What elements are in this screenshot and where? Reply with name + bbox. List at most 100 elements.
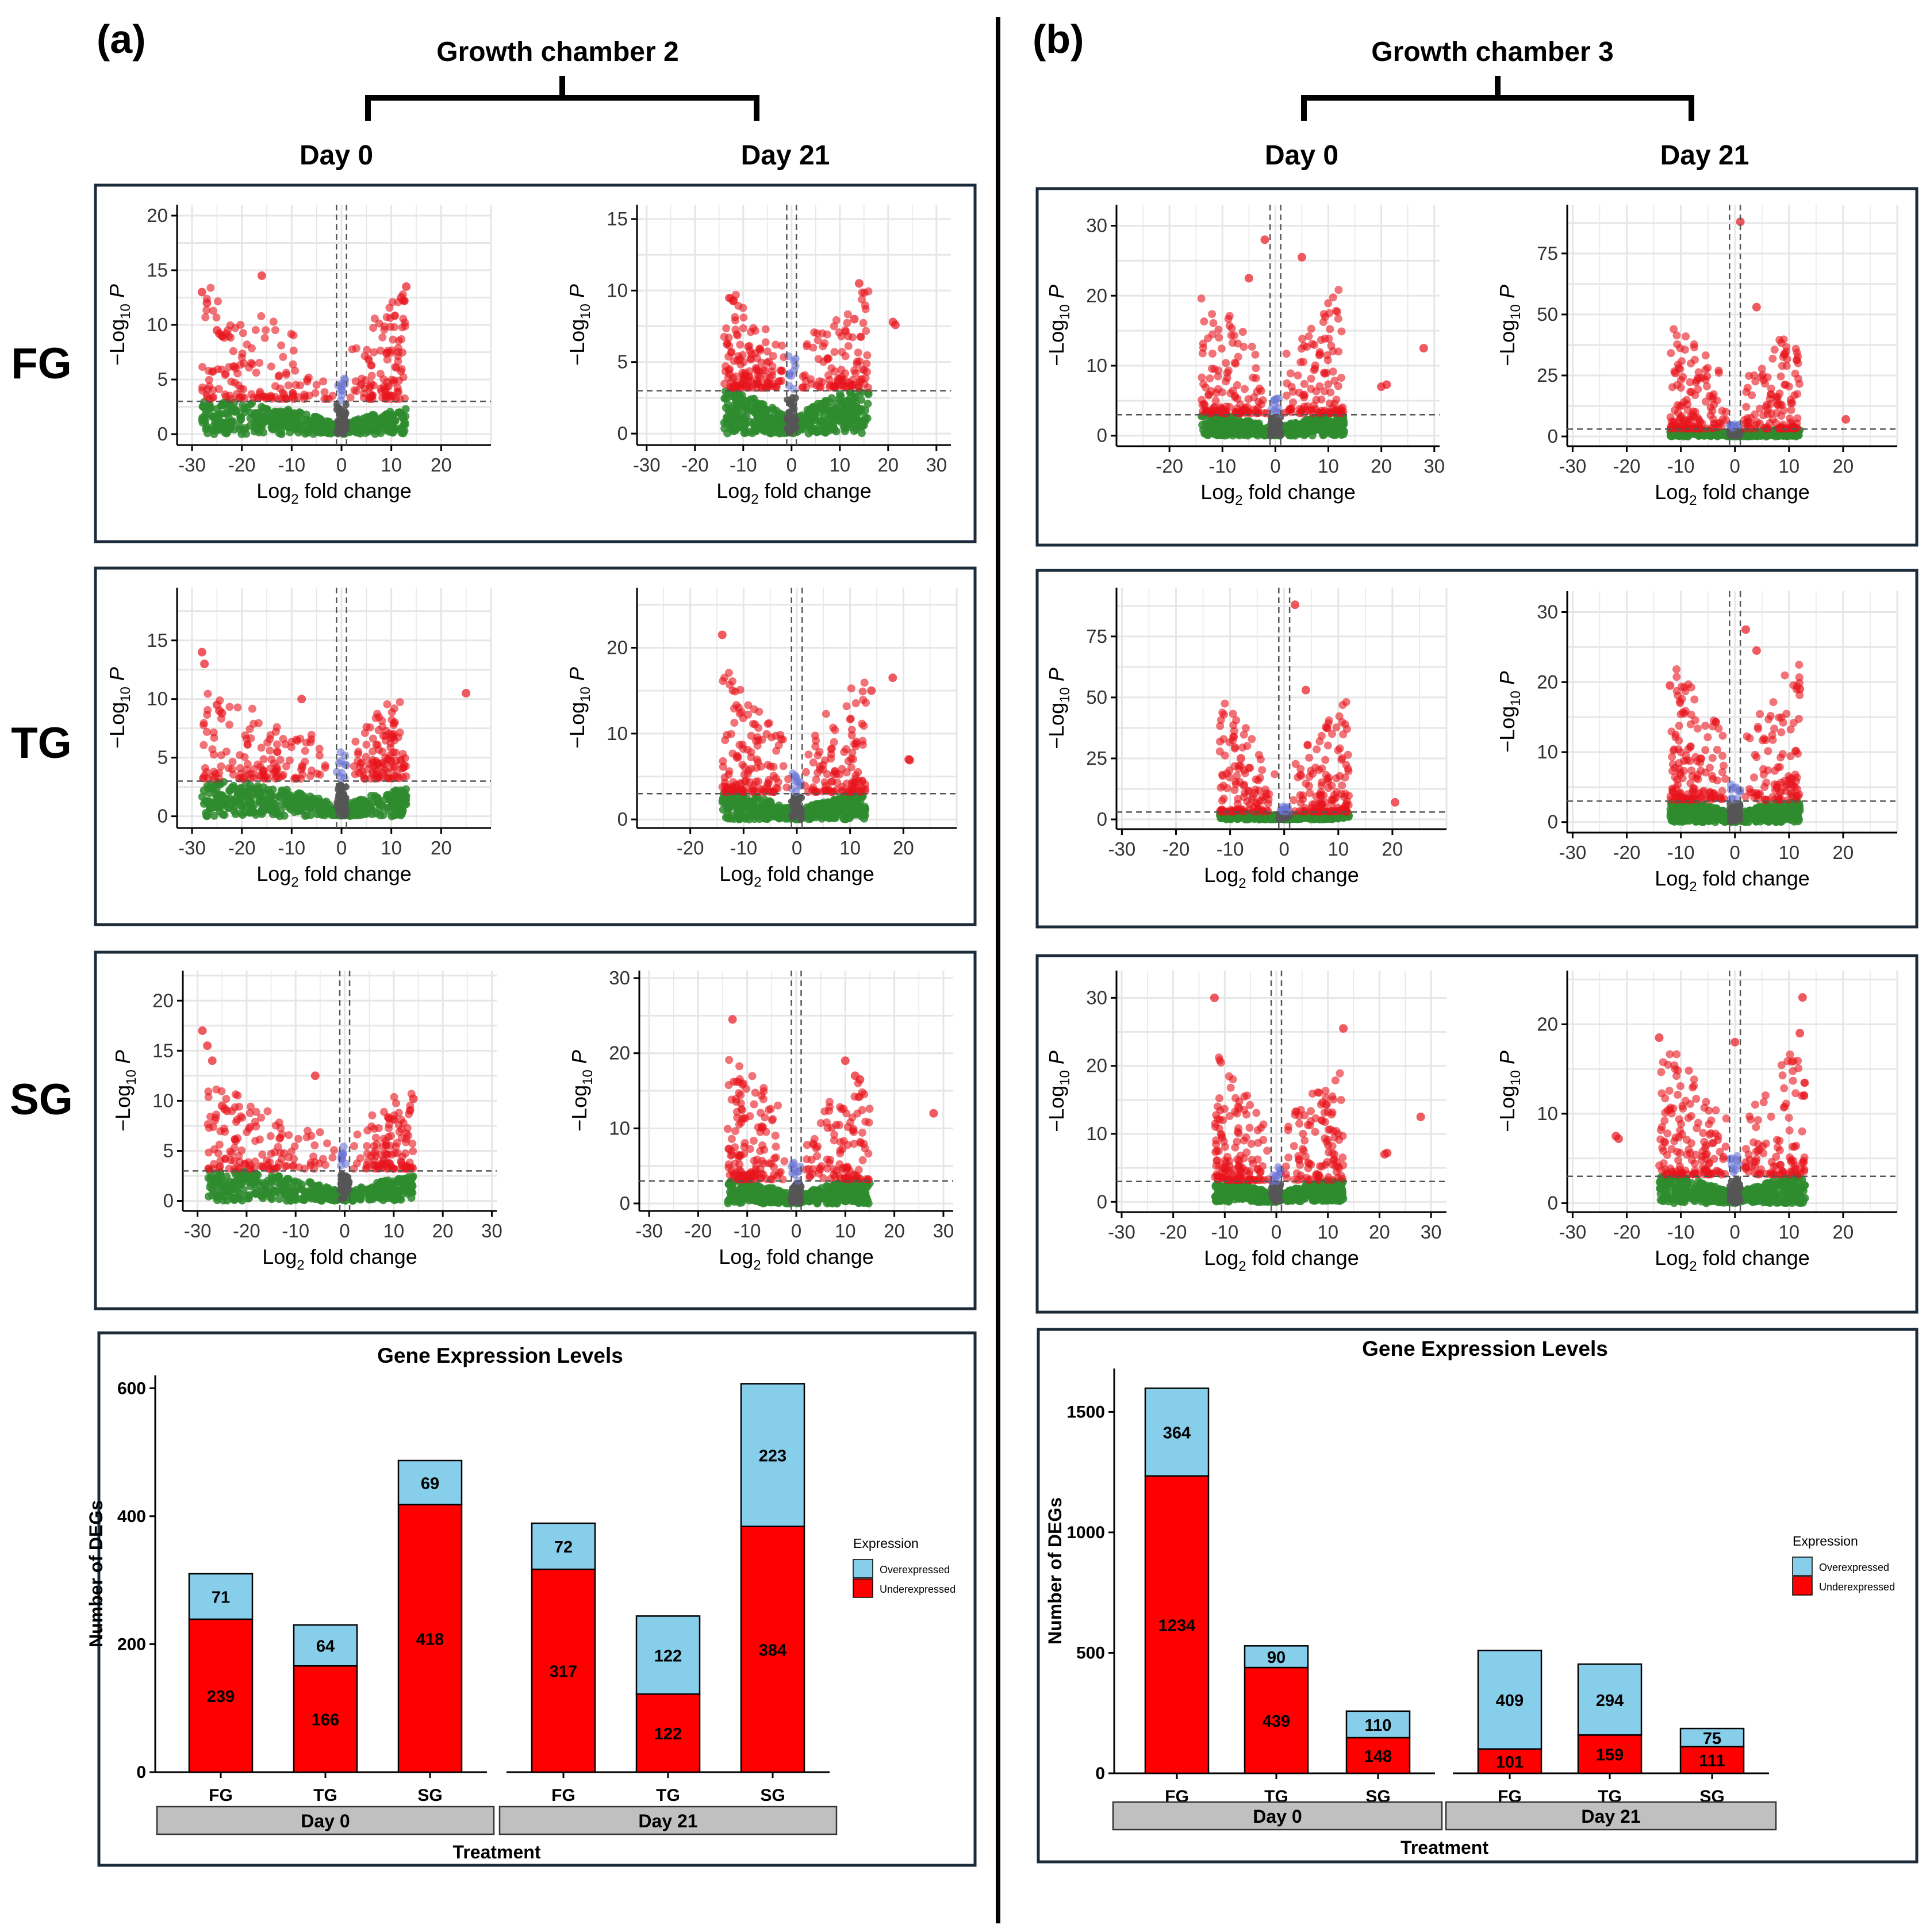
sig-point — [210, 1116, 219, 1125]
sig-point — [387, 375, 396, 384]
ns-point — [323, 805, 332, 814]
sig-point — [385, 1114, 393, 1123]
ns-point — [862, 1183, 871, 1191]
sig-point — [392, 749, 400, 757]
sig-point — [369, 324, 378, 332]
sig-point — [236, 764, 244, 772]
ns-point — [826, 408, 835, 417]
pval-point — [791, 772, 800, 780]
ns-point — [391, 791, 400, 800]
sig-point — [386, 1141, 395, 1150]
ns-point — [384, 1176, 393, 1185]
sig-point — [808, 1165, 817, 1174]
ns-point — [352, 427, 360, 435]
ns-point — [723, 429, 732, 438]
sig-point — [847, 726, 856, 734]
sig-point — [766, 1105, 775, 1113]
ns-point — [723, 400, 732, 409]
sig-point — [351, 737, 360, 746]
pval-point — [341, 375, 350, 384]
sig-point — [285, 1131, 293, 1140]
ns-point — [740, 429, 749, 438]
x-tick-label: 30 — [933, 1220, 954, 1241]
ns-point — [240, 408, 249, 416]
sig-point — [821, 786, 830, 795]
ns-point — [860, 808, 869, 817]
sig-point — [830, 738, 838, 746]
sig-point — [198, 363, 207, 371]
sig-point — [243, 340, 251, 349]
sig-point — [390, 1092, 398, 1101]
sig-point — [763, 347, 772, 356]
sig-point — [250, 773, 258, 782]
sig-point — [368, 1111, 377, 1120]
sig-point — [732, 1098, 740, 1106]
x-tick-label: 10 — [383, 1220, 404, 1241]
ns-point — [366, 804, 375, 812]
sig-point — [217, 762, 225, 770]
x-tick-label: -20 — [228, 454, 256, 476]
sig-point — [206, 283, 215, 292]
sig-point — [371, 1133, 380, 1142]
ns-point — [851, 1188, 860, 1197]
sig-point — [226, 1147, 235, 1156]
sig-point — [842, 1109, 851, 1118]
sig-point — [772, 340, 780, 349]
ns-point — [761, 1191, 769, 1199]
sig-point — [754, 777, 762, 786]
sig-point — [252, 369, 260, 377]
ns-point — [363, 413, 372, 422]
ns-point — [351, 798, 359, 806]
sig-point — [267, 393, 276, 401]
sig-point — [202, 768, 211, 776]
x-tick-label: -20 — [1156, 455, 1183, 477]
ns-point — [854, 421, 863, 430]
sig-point — [722, 324, 731, 333]
ns-point — [268, 1175, 277, 1184]
ns-point — [725, 803, 734, 812]
ns-point — [267, 419, 276, 428]
sig-point — [809, 343, 818, 352]
y-tick-label: 0 — [617, 808, 628, 830]
sig-point — [739, 324, 747, 332]
ns-point — [269, 810, 278, 819]
sig-point — [803, 1155, 811, 1164]
x-tick-label: 20 — [893, 837, 914, 858]
ns-point — [222, 418, 231, 427]
sig-point — [728, 749, 737, 758]
sig-point — [282, 394, 290, 403]
sig-point — [772, 1143, 780, 1151]
ns-point — [230, 807, 239, 815]
sig-point — [203, 711, 212, 719]
panel-a-day21-header: Day 21 — [741, 140, 830, 171]
sig-point — [838, 765, 846, 773]
sig-point — [862, 327, 870, 335]
sig-point — [289, 360, 297, 369]
sig-point — [401, 1149, 410, 1157]
ns-point — [359, 806, 367, 815]
sig-point — [850, 1140, 858, 1148]
ns-point — [259, 1194, 267, 1202]
ns-point — [328, 811, 337, 819]
sig-point — [739, 313, 748, 322]
sig-point — [212, 313, 221, 322]
sig-point — [279, 735, 287, 743]
row-label-tg: TG — [11, 719, 72, 768]
sig-point — [803, 340, 811, 348]
sig-point — [369, 734, 377, 743]
sig-point — [397, 1158, 406, 1167]
sig-point — [295, 1163, 304, 1172]
ns-point — [401, 800, 410, 808]
ns-point — [734, 423, 742, 432]
sig-point — [363, 1126, 372, 1135]
logfc-point — [337, 1195, 345, 1203]
x-tick-label: 10 — [835, 1220, 856, 1241]
y-tick-label: 10 — [607, 279, 628, 301]
sig-point — [276, 756, 285, 764]
sig-point — [840, 747, 849, 756]
sig-point — [849, 1128, 858, 1136]
sig-point — [236, 361, 244, 369]
y-tick-label: 20 — [609, 1042, 630, 1064]
y-tick-label: 5 — [163, 1140, 174, 1162]
